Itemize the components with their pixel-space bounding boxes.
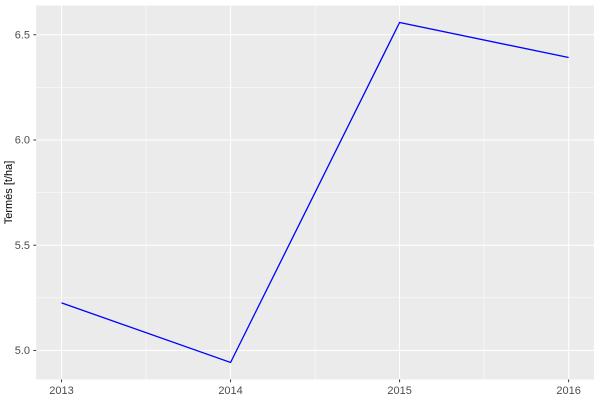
svg-text:2016: 2016 [556,385,580,397]
svg-text:Termés [t/ha]: Termés [t/ha] [3,161,15,225]
svg-text:5.0: 5.0 [15,345,30,357]
svg-text:6.5: 6.5 [15,30,30,42]
svg-text:2013: 2013 [49,385,73,397]
svg-text:2014: 2014 [218,385,242,397]
svg-text:6.0: 6.0 [15,135,30,147]
svg-text:2015: 2015 [387,385,411,397]
svg-text:5.5: 5.5 [15,240,30,252]
